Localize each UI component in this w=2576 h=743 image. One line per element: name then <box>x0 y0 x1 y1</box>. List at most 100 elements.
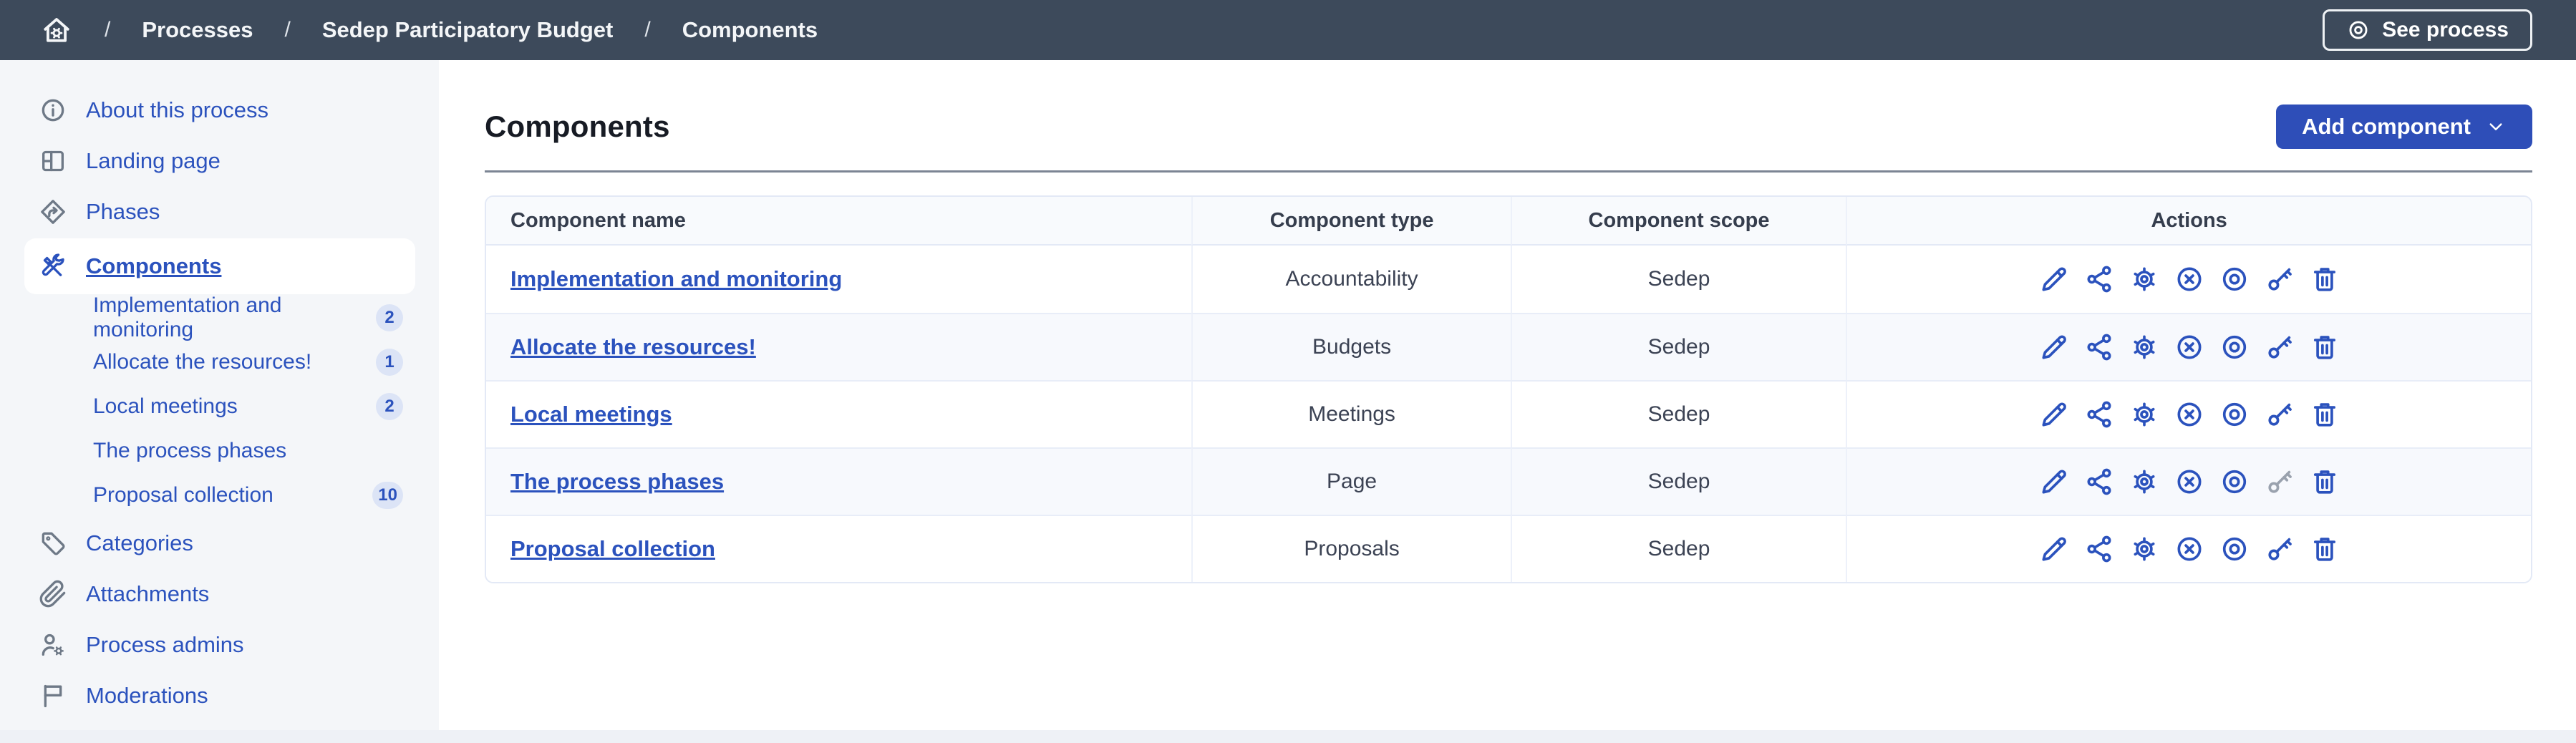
eye-icon <box>2346 18 2371 42</box>
sidebar-subitem-allocate-resources[interactable]: Allocate the resources! 1 <box>0 340 439 384</box>
count-badge: 2 <box>376 393 403 420</box>
share-icon[interactable] <box>2083 331 2115 363</box>
share-icon[interactable] <box>2083 466 2115 497</box>
configure-gear-icon[interactable] <box>2129 466 2160 497</box>
table-row: Implementation and monitoring Accountabi… <box>486 246 2531 313</box>
count-badge: 1 <box>376 349 403 376</box>
component-type-cell: Budgets <box>1191 313 1511 380</box>
sidebar-subitem-label: Allocate the resources! <box>93 350 312 374</box>
delete-trash-icon[interactable] <box>2309 263 2340 295</box>
component-name-link[interactable]: Allocate the resources! <box>510 334 756 359</box>
add-component-label: Add component <box>2302 114 2471 139</box>
component-name-link[interactable]: Local meetings <box>510 402 672 427</box>
configure-gear-icon[interactable] <box>2129 263 2160 295</box>
unpublish-x-circle-icon[interactable] <box>2174 263 2205 295</box>
sidebar-item-landing-page[interactable]: Landing page <box>0 135 439 186</box>
permissions-key-icon[interactable] <box>2264 399 2295 430</box>
breadcrumb-process-title[interactable]: Sedep Participatory Budget <box>321 17 614 42</box>
process-sidebar: About this process Landing page Phases C… <box>0 60 439 730</box>
preview-eye-icon[interactable] <box>2219 263 2250 295</box>
unpublish-x-circle-icon[interactable] <box>2174 399 2205 430</box>
breadcrumb-separator: / <box>105 18 111 42</box>
component-name-link[interactable]: The process phases <box>510 469 725 494</box>
component-scope-cell: Sedep <box>1510 313 1846 380</box>
preview-eye-icon[interactable] <box>2219 331 2250 363</box>
delete-trash-icon[interactable] <box>2309 399 2340 430</box>
breadcrumb-components[interactable]: Components <box>682 17 818 42</box>
breadcrumb-separator: / <box>644 18 651 42</box>
table-row: The process phases Page Sedep <box>486 447 2531 515</box>
component-type-cell: Accountability <box>1191 246 1511 313</box>
flag-icon <box>39 681 67 710</box>
permissions-key-icon[interactable] <box>2264 331 2295 363</box>
add-component-button[interactable]: Add component <box>2276 105 2532 149</box>
sidebar-subitem-process-phases[interactable]: The process phases <box>0 429 439 473</box>
permissions-key-icon[interactable] <box>2264 263 2295 295</box>
edit-pencil-icon[interactable] <box>2038 466 2070 497</box>
sidebar-item-categories[interactable]: Categories <box>0 518 439 568</box>
sidebar-item-label: Components <box>86 253 222 278</box>
sidebar-item-phases[interactable]: Phases <box>0 186 439 237</box>
topbar: / Processes / Sedep Participatory Budget… <box>0 0 2576 60</box>
sidebar-subitem-implementation[interactable]: Implementation and monitoring 2 <box>0 293 439 341</box>
component-name-link[interactable]: Proposal collection <box>510 536 715 561</box>
home-gear-icon[interactable] <box>40 14 73 47</box>
delete-trash-icon[interactable] <box>2309 331 2340 363</box>
share-icon[interactable] <box>2083 263 2115 295</box>
delete-trash-icon[interactable] <box>2309 466 2340 497</box>
sidebar-item-process-admins[interactable]: Process admins <box>0 619 439 670</box>
unpublish-x-circle-icon[interactable] <box>2174 331 2205 363</box>
sidebar-item-label: Phases <box>86 198 160 224</box>
unpublish-x-circle-icon[interactable] <box>2174 533 2205 565</box>
table-row: Proposal collection Proposals Sedep <box>486 515 2531 582</box>
user-gear-icon <box>39 631 67 659</box>
sidebar-item-label: Attachments <box>86 581 210 606</box>
component-type-cell: Proposals <box>1191 515 1511 582</box>
chevron-down-icon <box>2485 116 2507 137</box>
count-badge: 2 <box>376 304 403 331</box>
edit-pencil-icon[interactable] <box>2038 533 2070 565</box>
components-table: Component name Component type Component … <box>485 195 2532 583</box>
configure-gear-icon[interactable] <box>2129 331 2160 363</box>
preview-eye-icon[interactable] <box>2219 533 2250 565</box>
layout-icon <box>39 147 67 175</box>
component-scope-cell: Sedep <box>1510 515 1846 582</box>
component-scope-cell: Sedep <box>1510 380 1846 447</box>
configure-gear-icon[interactable] <box>2129 533 2160 565</box>
sidebar-item-label: Process admins <box>86 631 244 657</box>
component-scope-cell: Sedep <box>1510 447 1846 515</box>
sidebar-subitem-local-meetings[interactable]: Local meetings 2 <box>0 384 439 429</box>
component-name-link[interactable]: Implementation and monitoring <box>510 266 843 291</box>
preview-eye-icon[interactable] <box>2219 399 2250 430</box>
sidebar-subitem-label: Proposal collection <box>93 483 273 507</box>
paperclip-icon <box>39 580 67 608</box>
breadcrumb-separator: / <box>284 18 291 42</box>
sidebar-subitem-label: Local meetings <box>93 394 238 418</box>
sidebar-subitem-proposal-collection[interactable]: Proposal collection 10 <box>0 473 439 518</box>
share-icon[interactable] <box>2083 533 2115 565</box>
permissions-key-icon[interactable] <box>2264 533 2295 565</box>
sidebar-item-about[interactable]: About this process <box>0 84 439 135</box>
preview-eye-icon[interactable] <box>2219 466 2250 497</box>
sidebar-item-label: Landing page <box>86 147 221 173</box>
table-row: Local meetings Meetings Sedep <box>486 380 2531 447</box>
configure-gear-icon[interactable] <box>2129 399 2160 430</box>
edit-pencil-icon[interactable] <box>2038 263 2070 295</box>
sidebar-item-label: Moderations <box>86 682 208 708</box>
see-process-button[interactable]: See process <box>2323 9 2532 51</box>
edit-pencil-icon[interactable] <box>2038 399 2070 430</box>
sidebar-item-moderations[interactable]: Moderations <box>0 670 439 721</box>
sidebar-subitem-label: Implementation and monitoring <box>93 293 282 341</box>
component-type-cell: Meetings <box>1191 380 1511 447</box>
sidebar-item-label: About this process <box>86 97 269 122</box>
sidebar-item-attachments[interactable]: Attachments <box>0 568 439 619</box>
edit-pencil-icon[interactable] <box>2038 331 2070 363</box>
heading-divider <box>485 170 2532 173</box>
breadcrumb-processes[interactable]: Processes <box>142 17 253 42</box>
delete-trash-icon[interactable] <box>2309 533 2340 565</box>
share-icon[interactable] <box>2083 399 2115 430</box>
sidebar-item-components[interactable]: Components <box>24 238 415 294</box>
unpublish-x-circle-icon[interactable] <box>2174 466 2205 497</box>
table-row: Allocate the resources! Budgets Sedep <box>486 313 2531 380</box>
column-header-name: Component name <box>486 197 1192 246</box>
